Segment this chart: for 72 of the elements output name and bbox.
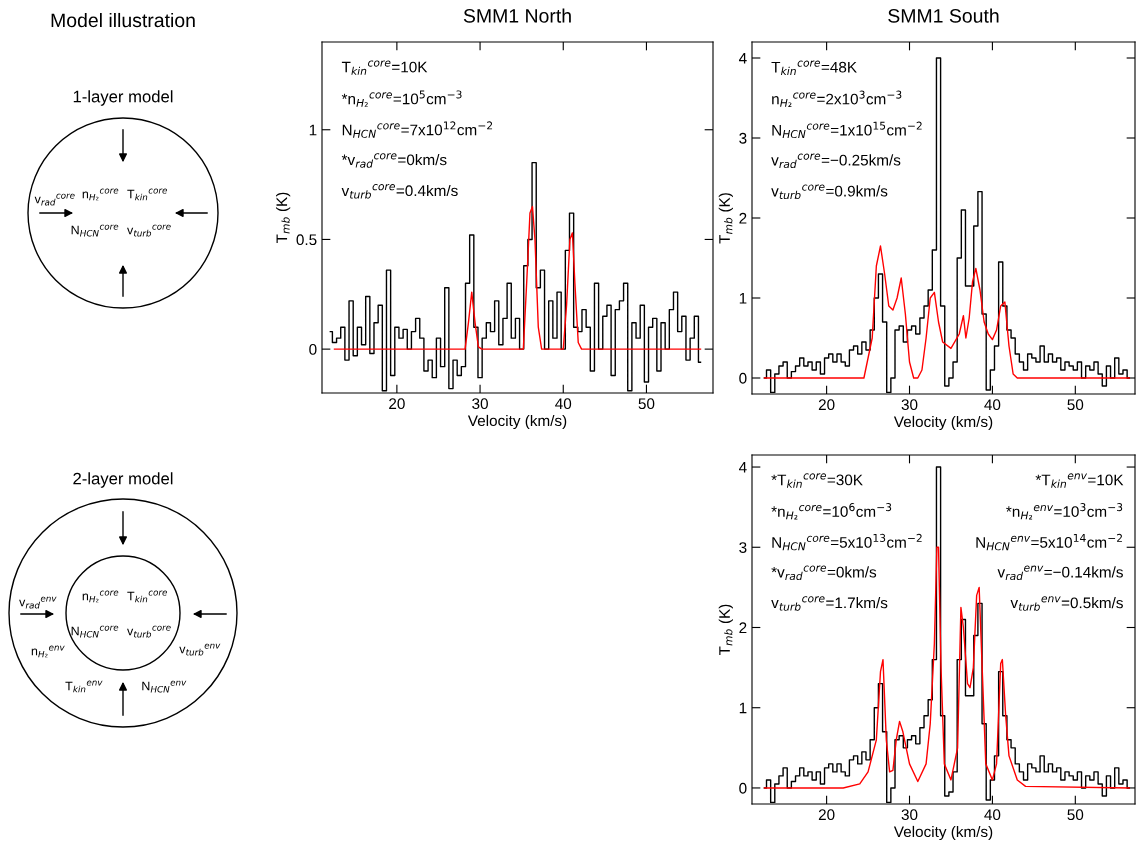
y-axis-title: T$_{mb}$ (K)	[718, 604, 733, 656]
y-tick-label: 2	[739, 622, 747, 634]
x-tick-label: 40	[555, 398, 572, 410]
y-axis-title: T$_{mb}$ (K)	[275, 192, 291, 244]
y-tick-label: 1	[739, 293, 747, 304]
annotation: v$_{turb}$$^{env}$=0.5km/s	[1010, 596, 1123, 611]
annotation: T$_{kin}$$^{core}$=10K	[341, 60, 428, 75]
x-axis-title: Velocity (km/s)	[893, 415, 993, 431]
annotation: T$_{kin}$$^{core}$=48K	[771, 60, 857, 75]
text: N$_{HCN}$$^{core}$	[71, 224, 119, 237]
line-series	[333, 205, 702, 350]
y-tick-label: 0.5	[296, 234, 317, 246]
text: Model illustration	[51, 12, 195, 28]
annotation: *n$_{H₂}$$^{env}$=10$^{3}$cm$^{−3}$	[1006, 503, 1123, 520]
annotation: N$_{HCN}$$^{core}$=5x10$^{13}$cm$^{−2}$	[772, 533, 922, 551]
annotation: N$_{HCN}$$^{core}$=1x10$^{15}$cm$^{−2}$	[772, 121, 922, 139]
x-tick-label: 40	[984, 809, 1001, 821]
chart-title: SMM1 North	[463, 8, 571, 23]
annotation: N$_{HCN}$$^{env}$=5x10$^{14}$cm$^{−2}$	[976, 533, 1122, 551]
annotation: N$_{HCN}$$^{core}$=7x10$^{12}$cm$^{−2}$	[342, 121, 493, 138]
x-axis-title: Velocity (km/s)	[893, 825, 993, 841]
x-tick-label: 20	[389, 398, 405, 410]
x-tick-label: 20	[818, 809, 835, 821]
x-axis-title: Velocity (km/s)	[467, 414, 567, 430]
text: 2-layer model	[73, 472, 173, 488]
text: v$_{rad}$$^{env}$	[19, 596, 57, 609]
text: T$_{kin}$$^{env}$	[65, 680, 103, 693]
x-tick-label: 20	[818, 399, 835, 411]
x-tick-label: 50	[638, 398, 655, 410]
x-tick-label: 50	[1067, 809, 1084, 821]
y-tick-label: 4	[738, 53, 747, 64]
text: v$_{turb}$$^{core}$	[127, 224, 171, 237]
line-series	[763, 245, 1130, 379]
annotation: v$_{rad}$$^{env}$=−0.14km/s	[997, 565, 1123, 581]
annotation: *T$_{kin}$$^{core}$=30K	[771, 473, 863, 488]
text: v$_{rad}$$^{core}$	[34, 193, 75, 206]
x-tick-label: 30	[901, 809, 918, 821]
y-tick-label: 0	[309, 343, 317, 355]
x-tick-label: 40	[984, 399, 1001, 411]
text: N$_{HCN}$$^{core}$	[71, 625, 119, 638]
text: v$_{turb}$$^{core}$	[127, 625, 171, 638]
y-tick-label: 3	[739, 542, 747, 553]
text: 1-layer model	[73, 90, 173, 106]
y-tick-label: 0	[739, 372, 747, 384]
annotation: v$_{rad}$$^{core}$=−0.25km/s	[771, 153, 901, 169]
text: n$_{H₂}$$^{core}$	[82, 590, 119, 603]
annotation: v$_{turb}$$^{core}$=0.4km/s	[341, 184, 458, 199]
chart-title: SMM1 South	[888, 8, 999, 23]
y-tick-label: 4	[738, 462, 747, 473]
y-tick-label: 3	[739, 132, 747, 144]
annotation: v$_{turb}$$^{core}$=1.7km/s	[771, 596, 888, 611]
x-tick-label: 30	[901, 399, 918, 411]
x-tick-label: 50	[1067, 399, 1084, 411]
y-tick-label: 1	[739, 702, 747, 714]
y-tick-label: 0	[739, 782, 747, 794]
text: T$_{kin}$$^{core}$	[127, 188, 168, 201]
annotation: *v$_{rad}$$^{core}$=0km/s	[771, 565, 877, 581]
annotation: *v$_{rad}$$^{core}$=0km/s	[341, 153, 447, 168]
x-tick-label: 30	[472, 398, 488, 410]
text: T$_{kin}$$^{core}$	[127, 590, 168, 603]
y-tick-label: 1	[309, 124, 317, 136]
annotation: n$_{H₂}$$^{core}$=2x10$^{3}$cm$^{−3}$	[772, 90, 902, 107]
annotation: *n$_{H₂}$$^{core}$=10$^{5}$cm$^{−3}$	[341, 90, 462, 107]
annotation: *T$_{kin}$$^{env}$=10K	[1035, 473, 1124, 488]
text: N$_{HCN}$$^{env}$	[142, 680, 187, 693]
y-tick-label: 2	[739, 212, 747, 224]
y-axis-title: T$_{mb}$ (K)	[718, 193, 733, 244]
annotation: v$_{turb}$$^{core}$=0.9km/s	[771, 184, 888, 200]
text: v$_{turb}$$^{env}$	[179, 643, 221, 656]
annotation: *n$_{H₂}$$^{core}$=10$^{6}$cm$^{−3}$	[771, 503, 892, 520]
text: n$_{H₂}$$^{env}$	[31, 645, 65, 658]
text: n$_{H₂}$$^{core}$	[82, 188, 119, 201]
